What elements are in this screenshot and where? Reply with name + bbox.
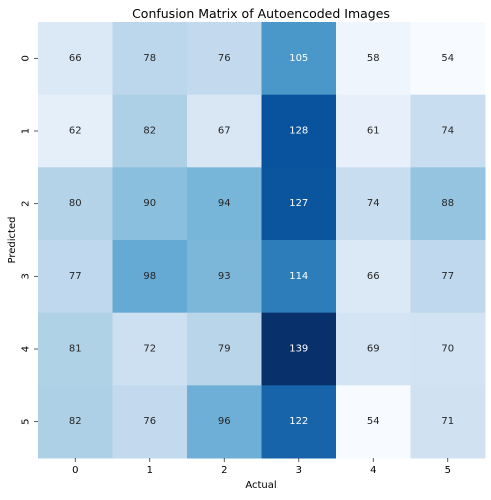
heatmap-cell [410, 22, 486, 96]
heatmap-cell [410, 240, 486, 314]
heatmap-cell [38, 22, 113, 96]
x-axis-ticks: 0 1 2 3 4 5 [72, 458, 451, 476]
heatmap-cell [38, 312, 113, 386]
cell-value-label: 76 [218, 53, 231, 64]
x-tick-label: 2 [221, 465, 227, 476]
y-tick-label: 0 [21, 55, 32, 61]
cell-value-label: 127 [289, 198, 308, 209]
cell-value-label: 90 [143, 198, 156, 209]
heatmap-cell [336, 385, 411, 459]
cell-value-label: 74 [441, 126, 454, 137]
heatmap-cell [410, 385, 486, 459]
heatmap-cell [112, 22, 188, 96]
cell-value-label: 66 [69, 53, 82, 64]
heatmap-cell [261, 385, 337, 459]
cell-value-label: 69 [367, 344, 380, 355]
heatmap-cell [38, 385, 113, 459]
heatmap-cell [410, 167, 486, 241]
cell-value-label: 70 [441, 344, 454, 355]
x-axis-label: Actual [245, 480, 276, 491]
heatmap-cell [38, 94, 113, 168]
heatmap-cell [261, 94, 337, 168]
heatmap-cell [336, 94, 411, 168]
cell-value-label: 77 [441, 271, 454, 282]
cell-value-label: 81 [69, 344, 82, 355]
heatmap-cell [187, 22, 262, 96]
cell-value-label: 66 [367, 271, 380, 282]
y-tick-label: 5 [21, 418, 32, 424]
cell-value-label: 105 [289, 53, 308, 64]
y-tick-label: 4 [21, 346, 32, 352]
heatmap-cell [261, 22, 337, 96]
cell-value-label: 74 [367, 198, 380, 209]
heatmap-cell [38, 167, 113, 241]
heatmap-cell [336, 312, 411, 386]
heatmap-cell [187, 240, 262, 314]
cell-value-label: 79 [218, 344, 231, 355]
cell-value-label: 76 [143, 416, 156, 427]
x-tick-label: 5 [445, 465, 451, 476]
heatmap-cell [112, 312, 188, 386]
cell-value-label: 82 [69, 416, 82, 427]
chart-title: Confusion Matrix of Autoencoded Images [132, 6, 390, 21]
cell-value-label: 98 [143, 271, 156, 282]
heatmap-cell [261, 312, 337, 386]
heatmap-cell [112, 167, 188, 241]
heatmap-cell [112, 240, 188, 314]
heatmap-cell [261, 240, 337, 314]
cell-value-label: 82 [143, 126, 156, 137]
x-tick-label: 0 [72, 465, 78, 476]
heatmap-cell [38, 240, 113, 314]
cell-value-labels: 66 78 76 105 58 54 62 82 67 128 61 74 80 90 94 127 74 88 7… [69, 53, 454, 427]
cell-value-label: 139 [289, 344, 308, 355]
cell-value-label: 78 [143, 53, 156, 64]
x-tick-label: 1 [147, 465, 153, 476]
cell-value-label: 96 [218, 416, 231, 427]
heatmap-cell [112, 94, 188, 168]
cell-value-label: 54 [441, 53, 454, 64]
cell-value-label: 128 [289, 126, 308, 137]
cell-value-label: 54 [367, 416, 380, 427]
heatmap-cell [112, 385, 188, 459]
heatmap-cell [187, 94, 262, 168]
heatmap-cells [38, 22, 486, 459]
heatmap-cell [336, 22, 411, 96]
cell-value-label: 71 [441, 416, 454, 427]
y-tick-label: 1 [21, 128, 32, 134]
heatmap-cell [336, 167, 411, 241]
cell-value-label: 88 [441, 198, 454, 209]
x-tick-label: 3 [296, 465, 302, 476]
cell-value-label: 94 [218, 198, 231, 209]
heatmap-cell [336, 240, 411, 314]
x-tick-label: 4 [370, 465, 376, 476]
cell-value-label: 122 [289, 416, 308, 427]
cell-value-label: 77 [69, 271, 82, 282]
heatmap-cell [410, 94, 486, 168]
y-axis-label: Predicted [7, 217, 18, 264]
heatmap-cell [261, 167, 337, 241]
cell-value-label: 62 [69, 126, 82, 137]
heatmap-cell [410, 312, 486, 386]
cell-value-label: 58 [367, 53, 380, 64]
cell-value-label: 80 [69, 198, 82, 209]
heatmap-cell [187, 385, 262, 459]
y-axis-ticks: 0 1 2 3 4 5 [21, 55, 38, 425]
heatmap-cell [187, 312, 262, 386]
heatmap-cell [187, 167, 262, 241]
y-tick-label: 3 [21, 273, 32, 279]
cell-value-label: 114 [289, 271, 308, 282]
cell-value-label: 61 [367, 126, 380, 137]
y-tick-label: 2 [21, 200, 32, 206]
cell-value-label: 93 [218, 271, 231, 282]
cell-value-label: 72 [143, 344, 156, 355]
cell-value-label: 67 [218, 126, 231, 137]
